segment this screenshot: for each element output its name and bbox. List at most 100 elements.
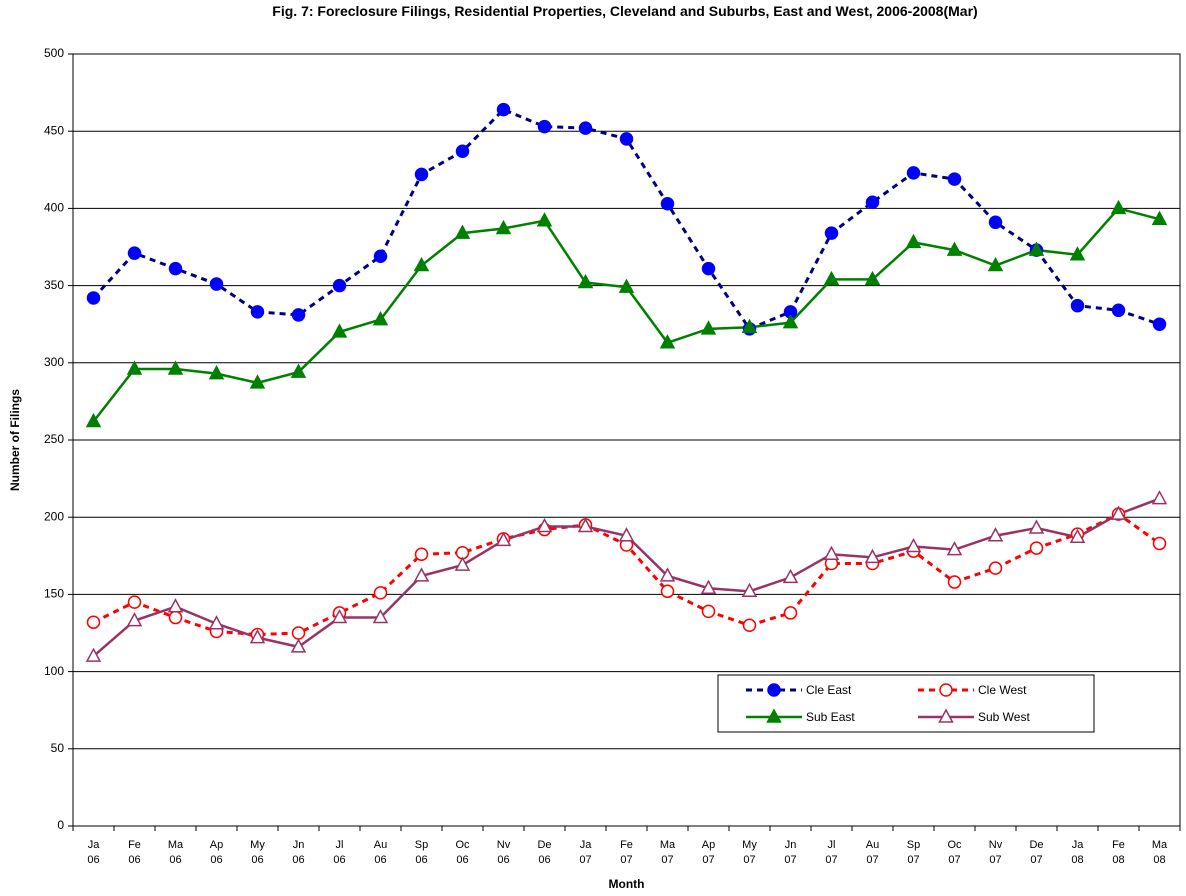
data-point xyxy=(536,212,553,227)
data-point xyxy=(1152,536,1167,551)
data-point xyxy=(495,219,512,235)
data-point xyxy=(905,537,922,553)
data-point xyxy=(454,224,471,239)
x-tick-label: Jn 06 xyxy=(292,839,304,866)
data-point xyxy=(291,308,306,322)
data-point xyxy=(700,320,717,335)
x-tick-label: Nv 06 xyxy=(497,839,511,866)
x-tick-label: Ap 07 xyxy=(702,839,715,866)
data-point xyxy=(332,278,347,293)
x-tick-label: Jn 07 xyxy=(784,839,796,866)
data-point xyxy=(208,615,225,630)
data-point xyxy=(496,102,511,117)
data-point xyxy=(167,360,184,375)
x-tick-label: De 07 xyxy=(1029,839,1043,866)
data-point xyxy=(168,610,183,625)
y-axis-label: Number of Filings xyxy=(8,389,22,491)
data-point xyxy=(701,261,716,276)
legend-marker xyxy=(766,708,782,723)
data-point xyxy=(578,121,593,135)
y-tick-label: 350 xyxy=(44,278,64,292)
x-tick-label: Jl 06 xyxy=(333,839,345,866)
data-point xyxy=(618,527,635,542)
data-point xyxy=(291,626,306,640)
data-point xyxy=(372,608,389,624)
data-point xyxy=(741,318,758,334)
y-tick-label: 450 xyxy=(44,123,64,137)
data-point xyxy=(373,249,388,264)
y-tick-label: 400 xyxy=(44,201,64,215)
data-point xyxy=(126,612,143,627)
data-point xyxy=(414,547,429,562)
data-point xyxy=(249,374,266,389)
data-point xyxy=(536,517,553,533)
y-tick-label: 50 xyxy=(51,741,65,755)
x-tick-label: De 06 xyxy=(537,839,551,866)
x-tick-label: Fe 07 xyxy=(620,839,633,866)
data-point xyxy=(372,310,389,326)
x-tick-label: Oc 07 xyxy=(947,839,962,866)
data-point xyxy=(1069,528,1086,544)
data-point xyxy=(414,167,429,182)
x-tick-label: Fe 06 xyxy=(128,839,141,866)
x-tick-label: Sp 06 xyxy=(415,839,428,866)
x-tick-label: Fe 08 xyxy=(1112,839,1125,866)
y-tick-label: 100 xyxy=(44,664,64,678)
data-point xyxy=(947,172,962,186)
data-point xyxy=(823,545,840,561)
data-point xyxy=(660,197,675,211)
legend-label: Sub West xyxy=(978,710,1030,724)
data-point xyxy=(946,241,963,256)
data-point xyxy=(823,270,840,286)
x-tick-label: Au 06 xyxy=(374,839,387,866)
data-point xyxy=(168,261,183,276)
data-point xyxy=(659,334,676,349)
data-point xyxy=(577,273,594,289)
data-point xyxy=(454,556,471,571)
data-point xyxy=(947,575,962,589)
x-tick-label: Ma 07 xyxy=(660,839,676,866)
data-point xyxy=(413,256,430,272)
data-point xyxy=(782,568,799,584)
data-point xyxy=(618,278,635,293)
data-point xyxy=(127,595,142,609)
data-point xyxy=(209,277,224,291)
x-tick-label: Oc 06 xyxy=(455,839,470,866)
data-point xyxy=(413,567,430,582)
data-point xyxy=(1028,241,1045,256)
data-point xyxy=(331,323,348,338)
y-tick-label: 500 xyxy=(44,46,64,60)
data-point xyxy=(700,579,717,594)
data-point xyxy=(1151,210,1168,225)
data-point xyxy=(906,166,921,180)
data-point xyxy=(783,606,798,620)
x-axis-label: Month xyxy=(609,877,645,891)
data-point xyxy=(290,638,307,653)
data-point xyxy=(250,305,265,319)
x-tick-label: Ja 06 xyxy=(87,839,100,866)
data-point xyxy=(701,604,716,619)
data-point xyxy=(660,584,675,599)
x-tick-label: Au 07 xyxy=(866,839,879,866)
data-point xyxy=(659,567,676,582)
data-point xyxy=(290,363,307,378)
data-point xyxy=(1028,519,1045,534)
x-tick-label: Ap 06 xyxy=(210,839,223,866)
data-point xyxy=(1111,303,1126,318)
data-point xyxy=(619,132,634,146)
x-tick-label: Jl 07 xyxy=(825,839,837,866)
legend-label: Cle West xyxy=(978,683,1027,697)
x-tick-label: Nv 07 xyxy=(989,839,1003,866)
data-point xyxy=(742,618,757,633)
data-point xyxy=(865,195,880,209)
data-point xyxy=(1110,505,1127,520)
data-point xyxy=(1152,317,1167,331)
x-tick-label: Ja 08 xyxy=(1071,839,1084,866)
data-point xyxy=(373,586,388,600)
data-point xyxy=(1069,246,1086,261)
data-point xyxy=(864,548,881,564)
data-point xyxy=(1151,490,1168,505)
data-point xyxy=(988,561,1003,575)
data-point xyxy=(331,608,348,624)
